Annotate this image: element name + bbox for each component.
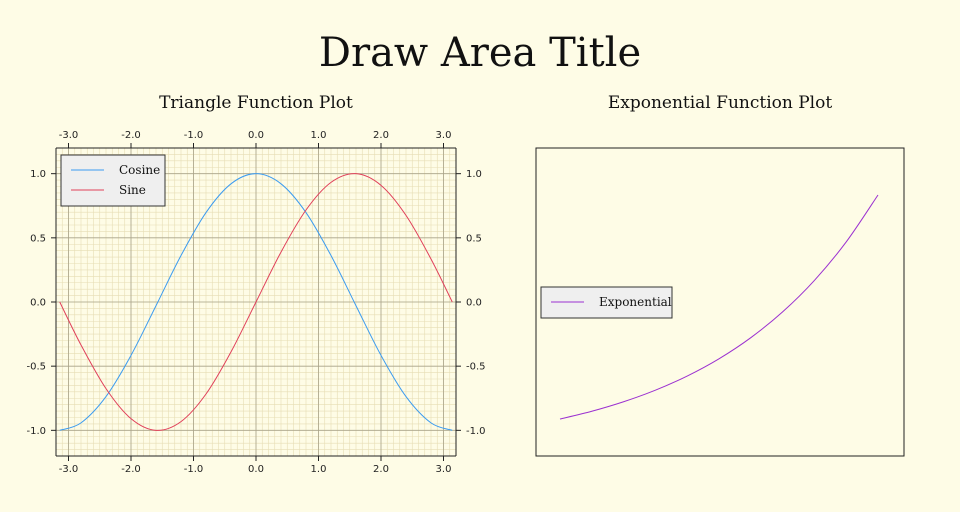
legend-box [60,154,166,207]
x-tick-label-top: -3.0 [59,130,79,141]
x-tick-label-bottom: -2.0 [121,464,141,475]
x-tick-label-top: 0.0 [248,130,264,141]
x-tick-label-bottom: 2.0 [373,464,389,475]
y-tick-label-right: 0.0 [466,298,482,309]
y-tick-label-right: -1.0 [466,426,486,437]
triangle-plot-title: Triangle Function Plot [159,93,353,113]
x-tick-label-bottom: -3.0 [59,464,79,475]
y-tick-label-left: 0.0 [30,298,46,309]
series-line-cosine [59,173,453,431]
y-tick-label-left: -0.5 [26,362,46,373]
x-tick-label-top: 1.0 [311,130,327,141]
y-tick-label-right: -0.5 [466,362,486,373]
exponential-plot-frame [535,147,905,457]
legend-label-exponential: Exponential [599,295,672,309]
x-tick-label-top: 2.0 [373,130,389,141]
legend-label-sine: Sine [119,183,146,197]
x-tick-label-bottom: -1.0 [184,464,204,475]
draw-area-title: Draw Area Title [319,30,641,76]
x-tick-label-bottom: 0.0 [248,464,264,475]
series-line-exponential [559,194,879,420]
y-tick-label-right: 0.5 [466,233,482,244]
series-line-sine [59,173,453,431]
axis-ticks: -3.0 -3.0 -2.0 -2.0 -1.0 -1.0 0.0 0.0 1.0 1.0 2.0 2… [26,130,485,475]
y-tick-label-left: 1.0 [30,169,46,180]
x-tick-label-bottom: 3.0 [436,464,452,475]
grid [55,147,457,457]
legend-exponential: Exponential [540,286,673,319]
legends: Cosine Sine Exponential [60,154,673,319]
y-tick-label-left: 0.5 [30,233,46,244]
x-tick-label-top: -2.0 [121,130,141,141]
legend-label-cosine: Cosine [119,163,160,177]
legend-triangle: Cosine Sine [60,154,166,207]
x-tick-label-bottom: 1.0 [311,464,327,475]
y-tick-label-right: 1.0 [466,169,482,180]
y-tick-label-left: -1.0 [26,426,46,437]
exponential-plot-title: Exponential Function Plot [608,93,832,113]
series-lines [59,173,879,431]
x-tick-label-top: 3.0 [436,130,452,141]
x-tick-label-top: -1.0 [184,130,204,141]
